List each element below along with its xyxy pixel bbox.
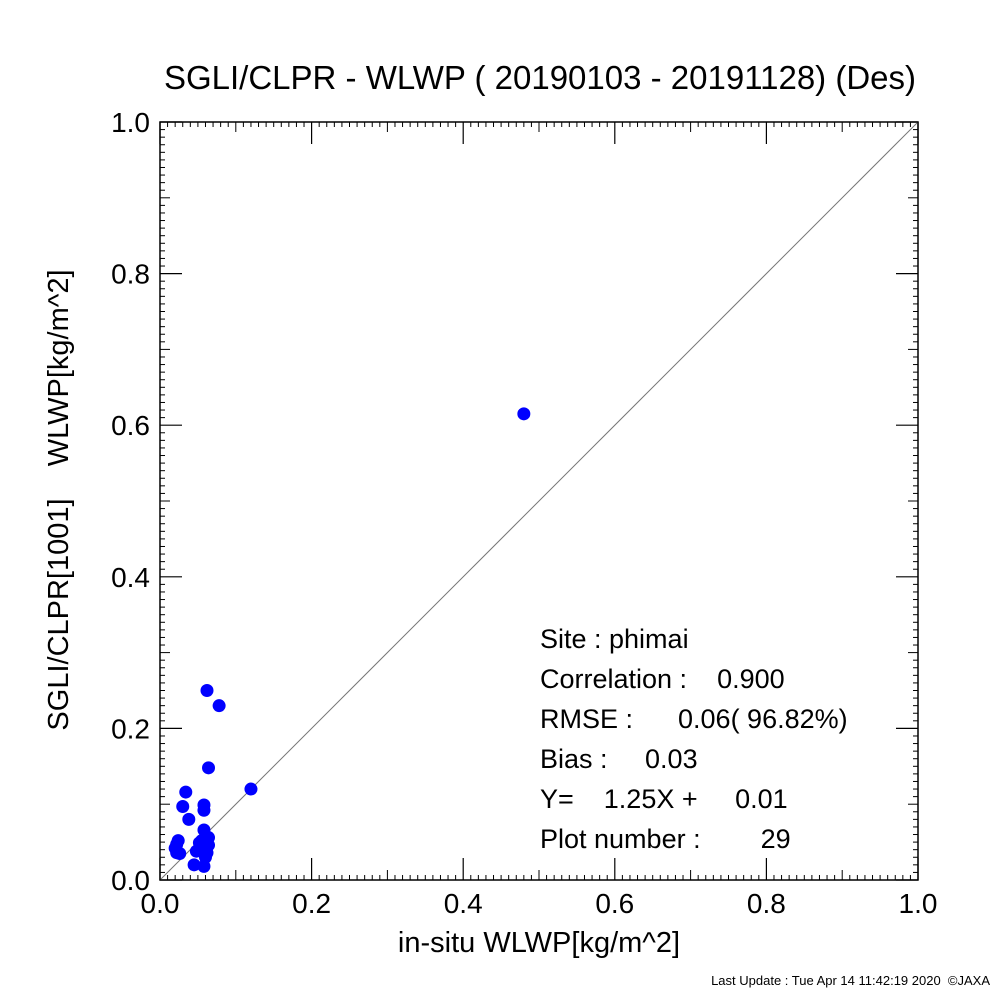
y-tick-label: 0.0 — [111, 865, 150, 896]
data-point — [182, 812, 196, 826]
data-point — [212, 699, 226, 713]
x-tick-label: 0.8 — [747, 888, 786, 919]
last-update-footer: Last Update : Tue Apr 14 11:42:19 2020 ©… — [711, 973, 990, 988]
data-points — [168, 407, 531, 873]
data-point — [187, 858, 201, 872]
data-point — [517, 407, 531, 421]
data-point — [173, 846, 187, 860]
stats-box: Site : phimai Correlation : 0.900 RMSE :… — [540, 624, 848, 854]
x-tick-label: 1.0 — [899, 888, 938, 919]
data-point — [202, 761, 216, 775]
y-tick-label: 0.2 — [111, 713, 150, 744]
y-tick-label: 0.8 — [111, 259, 150, 290]
data-point — [197, 859, 211, 873]
data-point — [197, 803, 211, 817]
data-point — [202, 831, 216, 845]
stats-correlation: Correlation : 0.900 — [540, 664, 785, 694]
x-tick-label: 0.2 — [292, 888, 331, 919]
data-point — [179, 785, 193, 799]
y-axis-label: SGLI/CLPR[1001] WLWP[kg/m^2] — [43, 269, 75, 730]
data-point — [244, 782, 258, 796]
x-tick-label: 0.6 — [595, 888, 634, 919]
x-tick-label: 0.0 — [141, 888, 180, 919]
stats-site: Site : phimai — [540, 624, 689, 654]
y-tick-label: 1.0 — [111, 107, 150, 138]
y-axis-ticks: 0.0 0.2 0.4 0.6 0.8 1.0 — [111, 107, 918, 896]
x-tick-label: 0.4 — [444, 888, 483, 919]
data-point — [200, 684, 214, 697]
stats-plot-number: Plot number : 29 — [540, 824, 791, 854]
y-tick-label: 0.4 — [111, 562, 150, 593]
y-tick-label: 0.6 — [111, 410, 150, 441]
minor-ticks — [160, 122, 918, 880]
stats-regression: Y= 1.25X + 0.01 — [540, 784, 788, 814]
data-point — [176, 799, 190, 813]
one-to-one-line — [159, 121, 919, 881]
stats-rmse: RMSE : 0.06( 96.82%) — [540, 704, 848, 734]
chart-title: SGLI/CLPR - WLWP ( 20190103 - 20191128) … — [164, 59, 916, 96]
x-axis-label: in-situ WLWP[kg/m^2] — [398, 927, 680, 959]
x-axis-ticks: 0.0 0.2 0.4 0.6 0.8 1.0 — [141, 122, 938, 919]
stats-bias: Bias : 0.03 — [540, 744, 698, 774]
